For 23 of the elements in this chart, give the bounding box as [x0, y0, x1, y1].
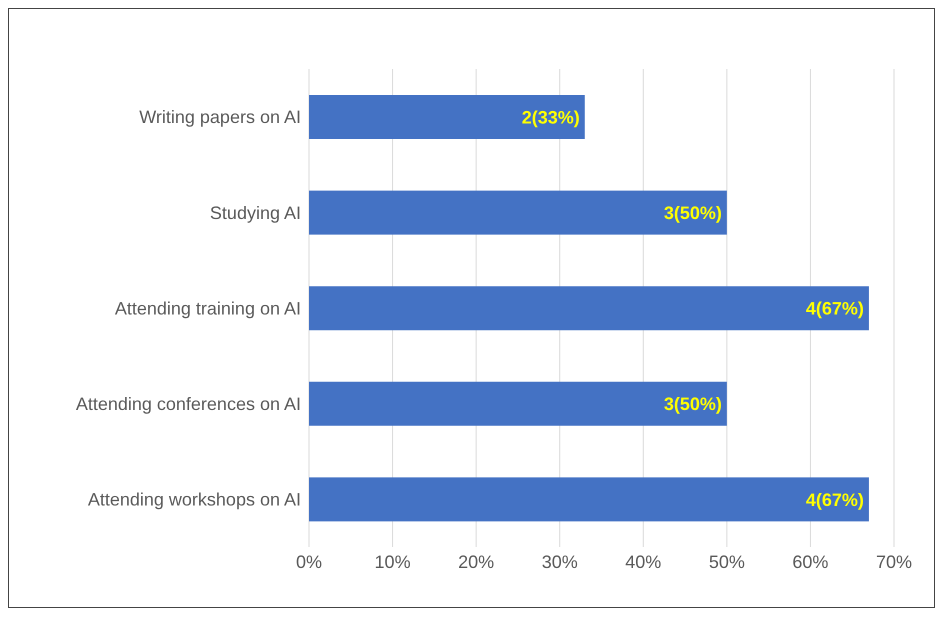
x-tick-label: 50% [708, 552, 745, 572]
y-tick-label: Studying AI [210, 202, 301, 223]
bar [309, 477, 869, 522]
x-tick-label: 0% [296, 552, 322, 572]
y-tick-label: Attending conferences on AI [76, 394, 301, 414]
data-label: 2(33%) [522, 107, 580, 128]
x-tick-label: 60% [792, 552, 828, 572]
bar [309, 190, 727, 235]
x-tick-label: 70% [876, 552, 912, 572]
data-label: 4(67%) [806, 298, 864, 319]
data-label: 3(50%) [664, 202, 722, 223]
y-tick-label: Writing papers on AI [139, 107, 301, 128]
x-tick-label: 40% [625, 552, 662, 572]
y-tick-label: Attending workshops on AI [88, 490, 301, 510]
data-label: 4(67%) [806, 490, 864, 510]
x-tick-label: 30% [542, 552, 578, 572]
x-tick-label: 20% [458, 552, 494, 572]
bar [309, 382, 727, 426]
data-label: 3(50%) [664, 394, 722, 414]
bar [309, 286, 869, 330]
bar [309, 95, 585, 139]
x-tick-label: 10% [374, 552, 411, 572]
y-tick-label: Attending training on AI [114, 298, 301, 318]
